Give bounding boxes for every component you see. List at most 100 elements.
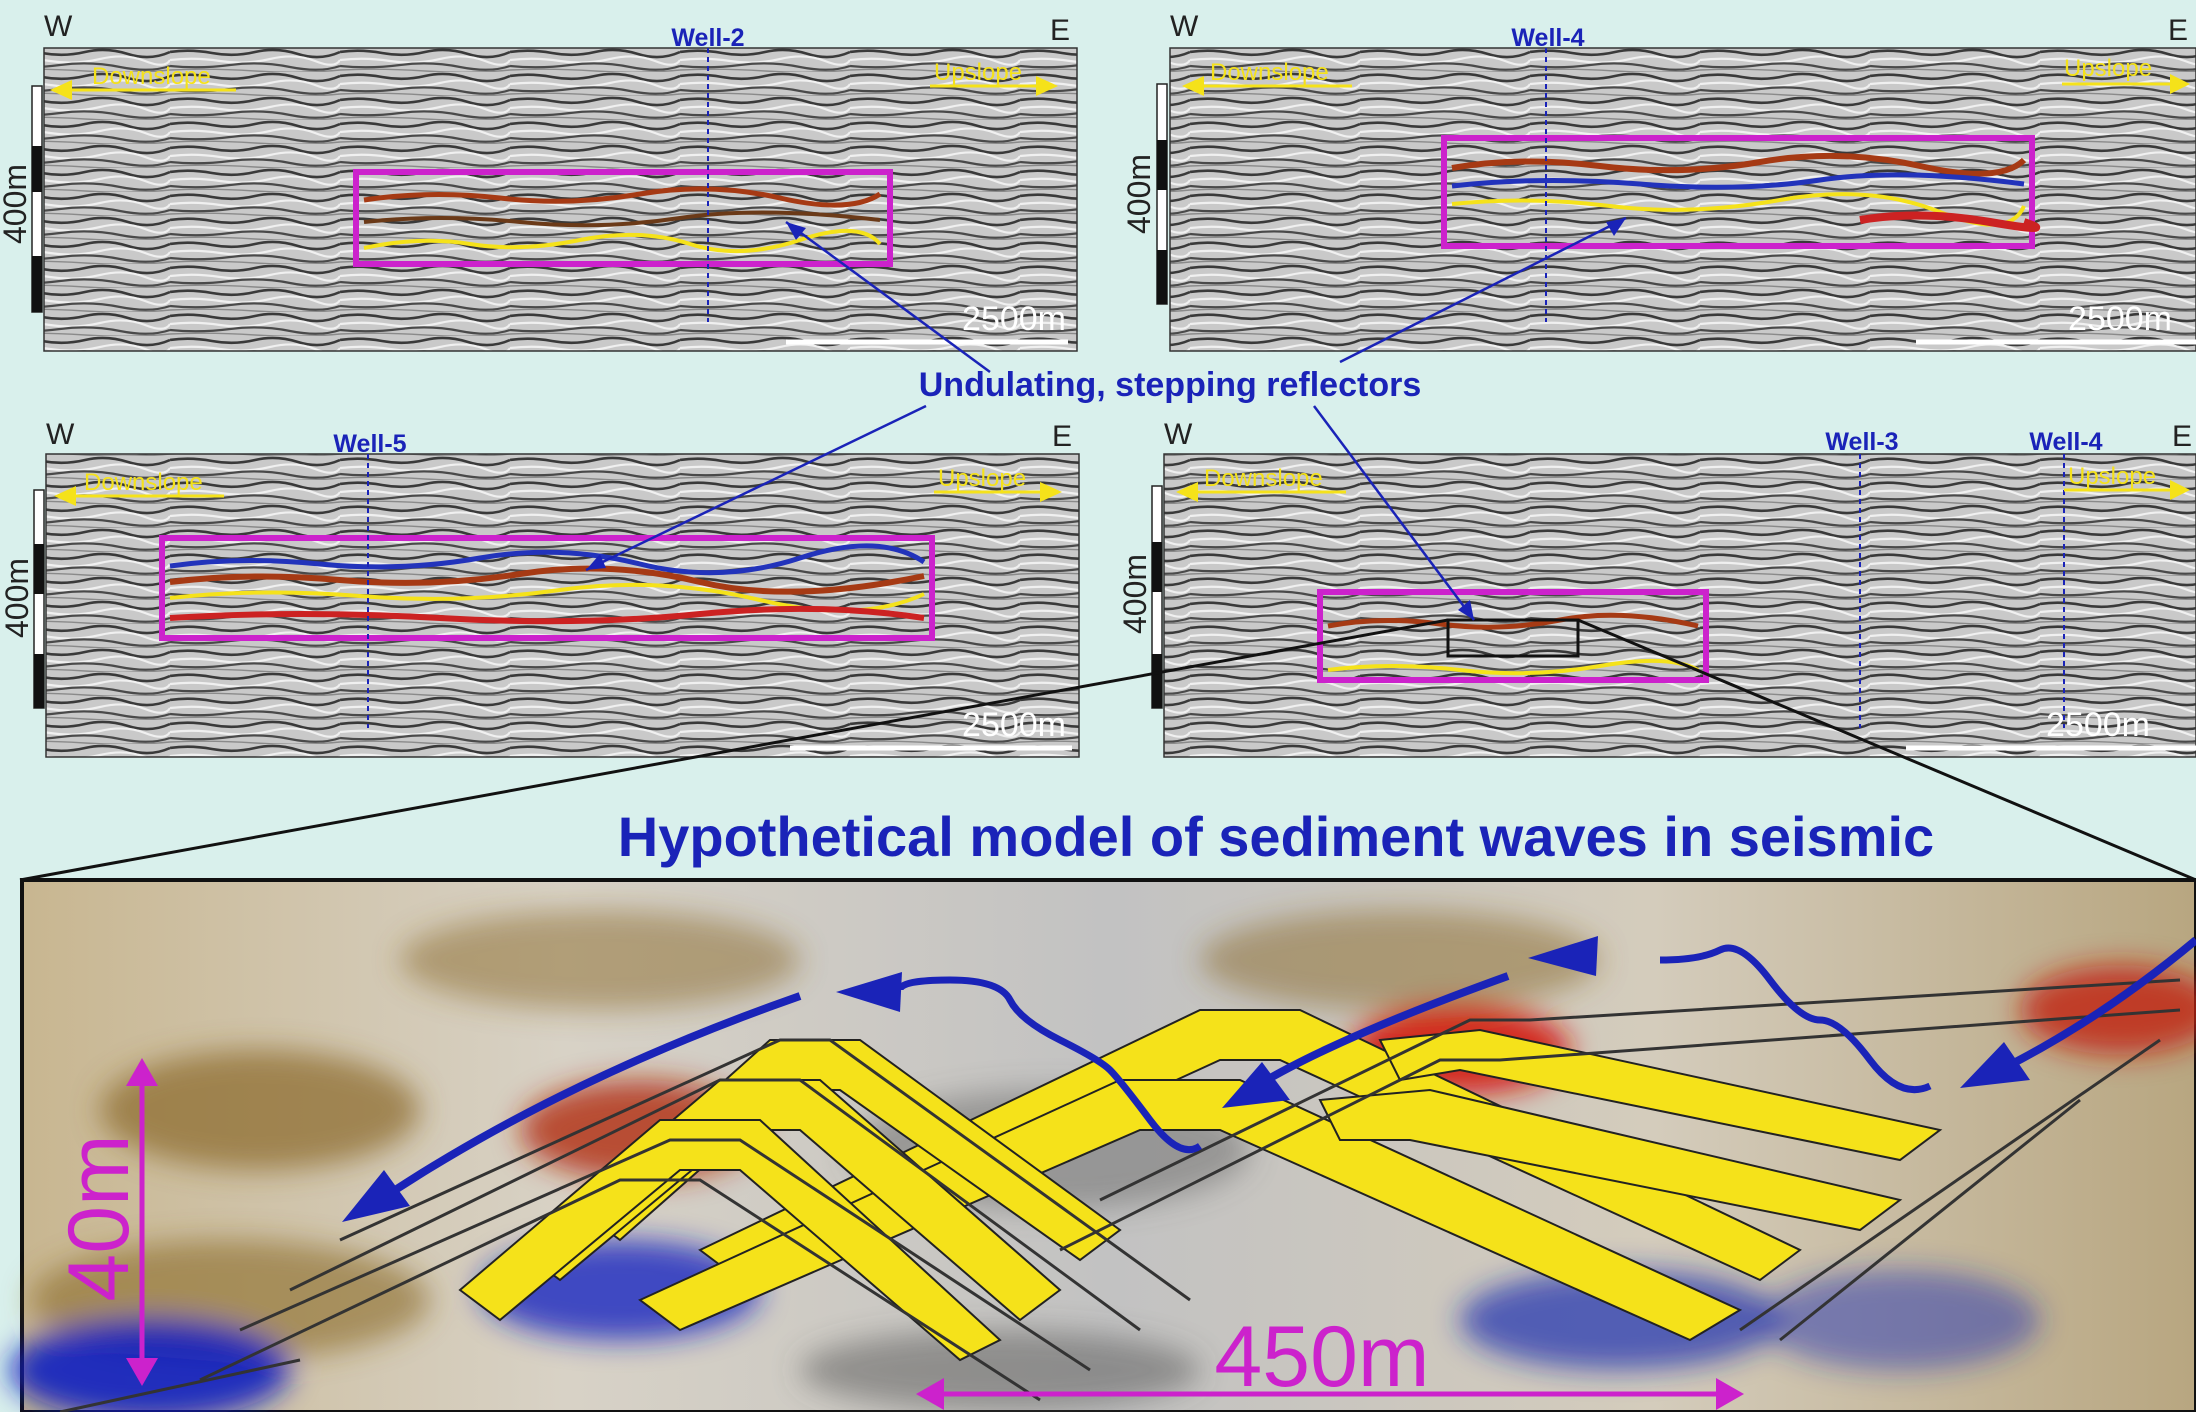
yellow-reflector (363, 229, 882, 254)
east-label: E (2172, 420, 2192, 453)
yellow-bed (458, 1119, 1002, 1362)
upslope-label: Upslope (2064, 55, 2152, 82)
black-surface (199, 1178, 1041, 1402)
black-surface (59, 1358, 301, 1412)
red-reflector (1859, 211, 2041, 232)
zoom-box (1446, 618, 1580, 658)
thickness-bar-segment (34, 654, 44, 708)
pointer-line (785, 220, 991, 374)
pointer-arrowhead-icon (586, 554, 606, 570)
well-label: Well-5 (333, 430, 406, 458)
annotation-label: Undulating, stepping reflectors (919, 366, 1421, 404)
downslope-label: Downslope (92, 63, 211, 90)
downslope-label: Downslope (1210, 59, 1329, 86)
downslope-arrow-icon (50, 80, 72, 100)
downslope-label: Downslope (84, 469, 203, 496)
upslope-wave-arrow (1659, 944, 1932, 1094)
thickness-bar-segment (34, 544, 44, 594)
red-reflector (1327, 612, 1699, 630)
east-label: E (1052, 420, 1072, 453)
upslope-arrow-icon (2170, 74, 2190, 94)
thickness-label: 400m (0, 164, 33, 244)
black-surface (1779, 1098, 2081, 1342)
red-reflector (169, 605, 925, 625)
highlight-box (1441, 135, 2035, 249)
thickness-bar-segment (1152, 542, 1162, 592)
upslope-arrow-icon (1036, 76, 1058, 96)
seismic-section (1163, 453, 2196, 758)
arrowhead-icon (126, 1358, 158, 1386)
black-surface (1059, 1008, 2181, 1252)
yellow-reflector (1327, 658, 1699, 676)
pointer-line (1312, 405, 1476, 621)
west-label: W (1170, 10, 1199, 43)
downslope-current-arrow (377, 992, 802, 1204)
brown-reflector (363, 210, 881, 228)
thickness-bar-segment (1157, 140, 1167, 190)
reflector-annotation: Undulating, stepping reflectors (585, 216, 1627, 621)
blue-reflector (1451, 172, 2025, 190)
black-surface (239, 1138, 1091, 1372)
downslope-label: Downslope (1204, 465, 1323, 492)
upslope-wave-arrow (896, 976, 1203, 1154)
arrowhead-icon (1716, 1378, 1744, 1410)
downslope-current-arrow (1998, 936, 2196, 1074)
model-title: Hypothetical model of sediment waves in … (618, 805, 1934, 868)
red-reflector (363, 186, 882, 208)
scale-bar-label: 2500m (2046, 706, 2150, 744)
thickness-label: 400m (0, 558, 35, 638)
yellow-bed (638, 1079, 1743, 1342)
arrowhead-icon (916, 1378, 944, 1410)
east-label: E (2168, 14, 2188, 47)
yellow-bed (1318, 1088, 1903, 1232)
thickness-bar-segment (1152, 654, 1162, 708)
upslope-arrow-icon (1040, 482, 1062, 502)
arrowhead-icon (342, 1170, 410, 1222)
arrowhead-icon (126, 1058, 158, 1086)
pointer-arrowhead-icon (786, 222, 806, 240)
east-label: E (1050, 14, 1070, 47)
red-reflector (1451, 152, 2027, 177)
upslope-arrow-icon (2170, 480, 2190, 500)
width-dimension: 450m (916, 1309, 1744, 1410)
black-surface (289, 1078, 1141, 1332)
black-surface (1739, 1038, 2161, 1332)
arrowhead-icon (1528, 936, 1598, 976)
bounding-surfaces (59, 978, 2181, 1412)
arrowhead-icon (1222, 1062, 1290, 1108)
thickness-label: 400m (1117, 554, 1153, 634)
thickness-bar-segment (1157, 250, 1167, 304)
height-dimension: 40m (51, 1058, 158, 1386)
upslope-label: Upslope (2068, 463, 2156, 490)
well-label: Well-3 (1825, 428, 1898, 456)
seismic-panel-3: W E Well-5 Downslope Upslope 2500m 400m (0, 418, 1080, 758)
arrowhead-icon (836, 972, 902, 1012)
scale-bar-label: 2500m (2068, 300, 2172, 338)
height-label: 40m (51, 1134, 147, 1301)
well-label: Well-4 (1511, 24, 1584, 52)
sediment-wave-model: 40m 450m (10, 878, 2196, 1412)
well-label: Well-4 (2029, 428, 2102, 456)
seismic-panel-1: W E Well-2 Downslope Upslope 2500m 400m (0, 10, 1078, 352)
zoom-connector (1577, 618, 2196, 882)
zoom-connector (19, 618, 1449, 882)
pointer-arrowhead-icon (1606, 218, 1626, 236)
downslope-arrow-icon (1176, 482, 1198, 502)
scale-bar-label: 2500m (962, 706, 1066, 744)
highlight-box (1317, 589, 1709, 683)
red-reflector (169, 565, 925, 595)
black-surface (1099, 978, 2181, 1202)
downslope-arrow-icon (1182, 76, 1204, 96)
pointer-line (585, 404, 927, 572)
west-label: W (1164, 418, 1193, 451)
sediment-wave-layers (458, 1009, 1943, 1362)
seismic-panel-2: W E Well-4 Downslope Upslope 2500m 400m (1121, 10, 2196, 352)
thickness-bar-segment (32, 256, 42, 312)
flow-arrows (342, 936, 2196, 1222)
downslope-arrow-icon (54, 486, 76, 506)
seismic-section (1169, 47, 2196, 352)
seismic-section (45, 453, 1080, 758)
width-label: 450m (1214, 1309, 1429, 1405)
highlight-box (159, 535, 935, 641)
west-label: W (46, 418, 75, 451)
